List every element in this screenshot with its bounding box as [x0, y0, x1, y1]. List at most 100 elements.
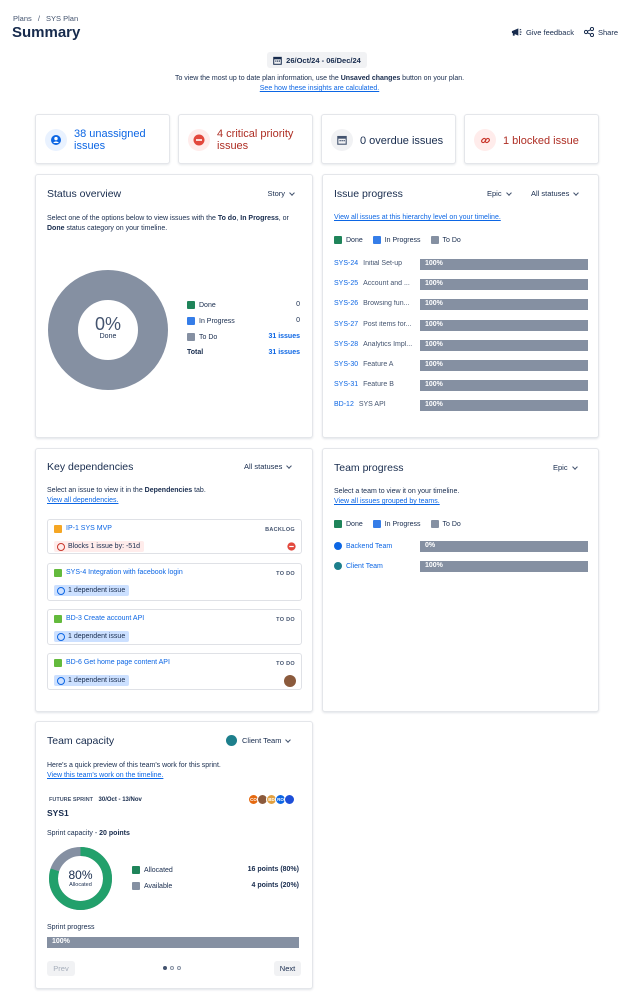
inprogress-swatch — [372, 236, 381, 244]
dependency-item-sys-4[interactable]: SYS-4 Integration with facebook login TO… — [47, 563, 302, 601]
share-label: Share — [598, 27, 619, 37]
insights-link[interactable]: See how these insights are calculated. — [0, 85, 639, 92]
stat-blocked[interactable]: 1 blocked issue — [464, 114, 599, 164]
issue-progress-status-dropdown[interactable]: All statuses — [531, 189, 580, 198]
issue-key[interactable]: BD-12 — [334, 401, 354, 409]
legend-label: In Progress — [384, 236, 421, 244]
dropdown-label: All statuses — [531, 189, 570, 198]
share-icon — [584, 27, 594, 37]
issue-progress-link[interactable]: View all issues at this hierarchy level … — [334, 214, 501, 221]
todo-swatch — [430, 520, 439, 528]
team-progress-dropdown[interactable]: Epic — [553, 463, 578, 472]
capacity-sep: - — [92, 830, 100, 837]
pagination-dot[interactable] — [170, 966, 174, 970]
breadcrumb: Plans / SYS Plan — [13, 14, 78, 23]
page-title: Summary — [12, 24, 81, 41]
issue-key[interactable]: SYS-31 — [334, 381, 359, 389]
status-row-inprogress[interactable]: In Progress 0 — [187, 317, 300, 325]
issue-key[interactable]: SYS-25 — [334, 280, 359, 288]
key-dependencies-dropdown[interactable]: All statuses — [244, 462, 293, 471]
issue-key[interactable]: SYS-30 — [334, 361, 359, 368]
prev-button[interactable]: Prev — [47, 961, 75, 976]
desc-after: status category on your timeline. — [64, 225, 168, 232]
capacity-row-allocated: Allocated 16 points (80%) — [132, 866, 299, 874]
dependency-status: TO DO — [276, 617, 295, 623]
legend-label: Done — [346, 520, 363, 528]
issue-key[interactable]: SYS-27 — [334, 320, 359, 328]
breadcrumb-separator: / — [37, 14, 40, 23]
story-icon — [54, 569, 62, 577]
chip-label: 1 dependent issue — [68, 587, 126, 594]
capacity-donut-label: Allocated — [69, 882, 92, 888]
issue-row[interactable]: SYS-26 Browsing fun... — [334, 300, 416, 307]
bar-label: 100% — [425, 340, 443, 348]
sprint-name: SYS1 — [47, 808, 69, 818]
capacity-row-label: Available — [144, 882, 173, 890]
assignee-avatar[interactable] — [284, 675, 296, 687]
issue-key[interactable]: SYS-28 — [334, 340, 359, 348]
issue-key[interactable]: SYS-24 — [334, 260, 359, 267]
bar-label: 100% — [425, 320, 443, 328]
issue-progress-bar: 100% — [420, 259, 588, 270]
total-value[interactable]: 31 issues — [268, 349, 300, 356]
issue-row[interactable]: SYS-28 Analytics Impl... — [334, 341, 416, 348]
issue-row[interactable]: SYS-30 Feature A — [334, 361, 416, 368]
pagination-dot-active[interactable] — [163, 966, 167, 970]
status-row-value[interactable]: 31 issues — [268, 333, 300, 340]
breadcrumb-plan[interactable]: SYS Plan — [46, 14, 79, 23]
team-capacity-dropdown[interactable]: Client Team — [226, 735, 292, 746]
dependency-item-ip-1[interactable]: IP-1 SYS MVP BACKLOG Blocks 1 issue by: … — [47, 519, 302, 554]
team-row-backend[interactable]: Backend Team — [334, 542, 392, 550]
status-row-done[interactable]: Done 0 — [187, 301, 300, 309]
issue-row[interactable]: SYS-24 Initial Set-up — [334, 260, 416, 267]
issue-progress-type-dropdown[interactable]: Epic — [487, 189, 512, 198]
next-button[interactable]: Next — [274, 961, 301, 976]
chevron-down-icon — [285, 736, 292, 743]
team-name: Backend Team — [346, 542, 393, 550]
team-progress-link[interactable]: View all issues grouped by teams. — [334, 498, 440, 505]
issue-row[interactable]: SYS-31 Feature B — [334, 381, 416, 388]
capacity-label: Sprint capacity — [47, 830, 93, 837]
issue-name: SYS API — [358, 401, 386, 409]
team-capacity-link[interactable]: View this team's work on the timeline. — [47, 772, 164, 779]
dependency-title: SYS-4 Integration with facebook login — [66, 569, 183, 576]
person-icon — [45, 129, 67, 151]
stat-blocked-label: 1 blocked issue — [503, 135, 579, 147]
team-row-client[interactable]: Client Team — [334, 562, 383, 570]
dependency-item-bd-3[interactable]: BD-3 Create account API TO DO 1 dependen… — [47, 609, 302, 645]
insights-link-text[interactable]: See how these insights are calculated. — [259, 85, 380, 92]
status-overview-dropdown[interactable]: Story — [267, 189, 295, 198]
breadcrumb-plans[interactable]: Plans — [13, 14, 32, 23]
desc-bold: Dependencies — [144, 487, 193, 494]
dependency-item-bd-6[interactable]: BD-6 Get home page content API TO DO 1 d… — [47, 653, 302, 690]
issue-row[interactable]: SYS-27 Post items for... — [334, 321, 416, 328]
stat-critical[interactable]: 4 critical priority issues — [178, 114, 313, 164]
stat-overdue[interactable]: 0 overdue issues — [321, 114, 456, 164]
notice-bold: Unsaved changes — [340, 75, 401, 82]
status-donut[interactable] — [47, 269, 169, 391]
pagination-dot[interactable] — [177, 966, 181, 970]
issue-row[interactable]: SYS-25 Account and ... — [334, 280, 416, 287]
give-feedback-button[interactable]: Give feedback — [511, 27, 574, 37]
avatar[interactable] — [284, 794, 295, 805]
total-label: Total — [187, 349, 204, 356]
status-row-value: 0 — [296, 317, 300, 324]
issue-progress-bar: 100% — [420, 279, 588, 291]
issue-progress-bar: 100% — [420, 380, 588, 392]
team-progress-title: Team progress — [334, 462, 404, 474]
key-dependencies-desc: Select an issue to view it in the Depend… — [47, 487, 206, 494]
capacity-value: 20 points — [99, 830, 130, 837]
issue-row[interactable]: BD-12 SYS API — [334, 401, 416, 408]
desc-text: Select one of the options below to view … — [47, 215, 218, 222]
stat-unassigned[interactable]: 38 unassigned issues — [35, 114, 170, 164]
done-swatch — [187, 301, 195, 309]
status-row-todo[interactable]: To Do 31 issues — [187, 333, 300, 341]
issue-progress-title: Issue progress — [334, 188, 403, 200]
blocks-chip: Blocks 1 issue by: -51d — [54, 541, 144, 552]
chevron-down-icon — [573, 189, 580, 196]
date-range-button[interactable]: 26/Oct/24 - 06/Dec/24 — [267, 52, 367, 68]
issue-key[interactable]: SYS-26 — [334, 300, 359, 308]
share-button[interactable]: Share — [584, 27, 618, 37]
view-dependencies-link[interactable]: View all dependencies. — [47, 497, 119, 504]
notice-text: To view the most up to date plan informa… — [0, 75, 639, 82]
